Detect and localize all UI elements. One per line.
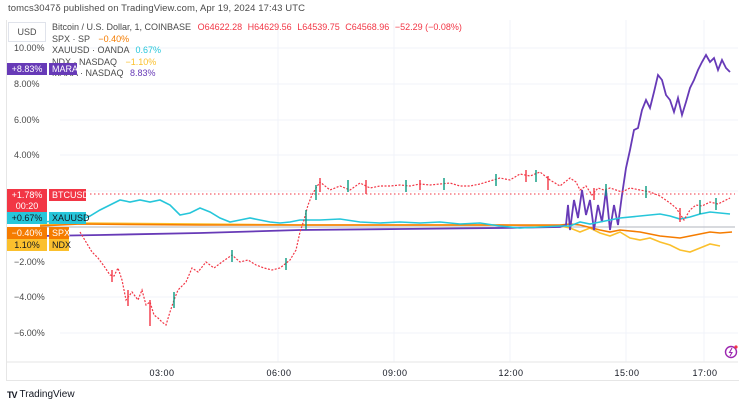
legend-item-name: NDX · NASDAQ <box>52 56 118 67</box>
legend-item-value: −1.10% <box>125 56 157 67</box>
legend-main-symbol[interactable]: Bitcoin / U.S. Dollar, 1, COINBASE O6462… <box>52 22 462 34</box>
legend-item-value: 8.83% <box>130 68 156 78</box>
xau-label-badge: XAUUSD <box>49 212 90 224</box>
y-axis-label: 10.00% <box>14 43 45 53</box>
y-axis-label: 6.00% <box>14 115 40 125</box>
legend-item-ndx[interactable]: NDX · NASDAQ −1.10% <box>52 57 462 69</box>
main-symbol-name: Bitcoin / U.S. Dollar, 1, COINBASE <box>52 22 192 32</box>
legend-item-value: 0.67% <box>135 45 162 55</box>
currency-button[interactable]: USD <box>8 22 46 42</box>
lightning-icon[interactable] <box>724 345 738 359</box>
legend-item-name: SPX · SP <box>52 33 90 44</box>
x-axis-label: 12:00 <box>498 368 524 378</box>
btc-label-badge: BTCUSD <box>49 189 89 201</box>
x-axis-label: 09:00 <box>382 368 408 378</box>
btc-countdown-badge: 00:20 <box>7 200 47 212</box>
open-value: O64622.28 <box>197 22 243 32</box>
x-axis-label: 06:00 <box>266 368 292 378</box>
change-value: −52.29 (−0.08%) <box>394 22 462 32</box>
x-axis-label: 17:00 <box>692 368 718 378</box>
spx-value-badge: −0.40% <box>7 227 47 239</box>
spx-label-badge: SPX <box>49 227 70 239</box>
y-axis-label: −4.00% <box>14 292 45 302</box>
y-axis-label: −6.00% <box>14 328 45 338</box>
btc-candles <box>79 170 731 326</box>
x-axis-label: 03:00 <box>149 368 175 378</box>
low-value: L64539.75 <box>297 22 340 32</box>
mara-label-badge: MARA <box>49 63 78 75</box>
legend-item-name: MARA · NASDAQ <box>52 68 124 78</box>
legend-item-spx[interactable]: SPX · SP −0.40% <box>52 34 462 46</box>
tradingview-logo-icon: TV <box>7 389 17 400</box>
legend: Bitcoin / U.S. Dollar, 1, COINBASE O6462… <box>52 22 462 80</box>
y-axis-label: −2.00% <box>14 257 45 267</box>
xauusd-line <box>39 199 731 229</box>
legend-item-value: −0.40% <box>98 33 130 44</box>
ndx-value-badge: 1.10% <box>7 239 47 251</box>
tradingview-logo-text: TradingView <box>19 389 75 400</box>
close-value: C64568.96 <box>345 22 390 32</box>
y-axis-label: 8.00% <box>14 79 40 89</box>
mara-line <box>39 53 731 237</box>
btc-value-badge: +1.78% <box>7 189 47 201</box>
high-value: H64629.56 <box>247 22 292 32</box>
spx-line <box>39 223 733 239</box>
mara-value-badge: +8.83% <box>7 63 47 75</box>
grid <box>60 20 738 362</box>
ndx-label-badge: NDX <box>49 239 71 251</box>
x-axis-label: 15:00 <box>614 368 640 378</box>
chart-frame <box>6 20 739 381</box>
legend-item-mara[interactable]: MARA · NASDAQ 8.83% <box>52 68 462 80</box>
y-axis-label: 4.00% <box>14 150 40 160</box>
legend-item-xauusd[interactable]: XAUUSD · OANDA 0.67% <box>52 45 462 57</box>
tradingview-logo[interactable]: TV TradingView <box>7 389 75 400</box>
published-caption: tomcs3047δ published on TradingView.com,… <box>8 3 306 14</box>
legend-item-name: XAUUSD · OANDA <box>52 45 130 55</box>
xau-value-badge: +0.67% <box>7 212 47 224</box>
